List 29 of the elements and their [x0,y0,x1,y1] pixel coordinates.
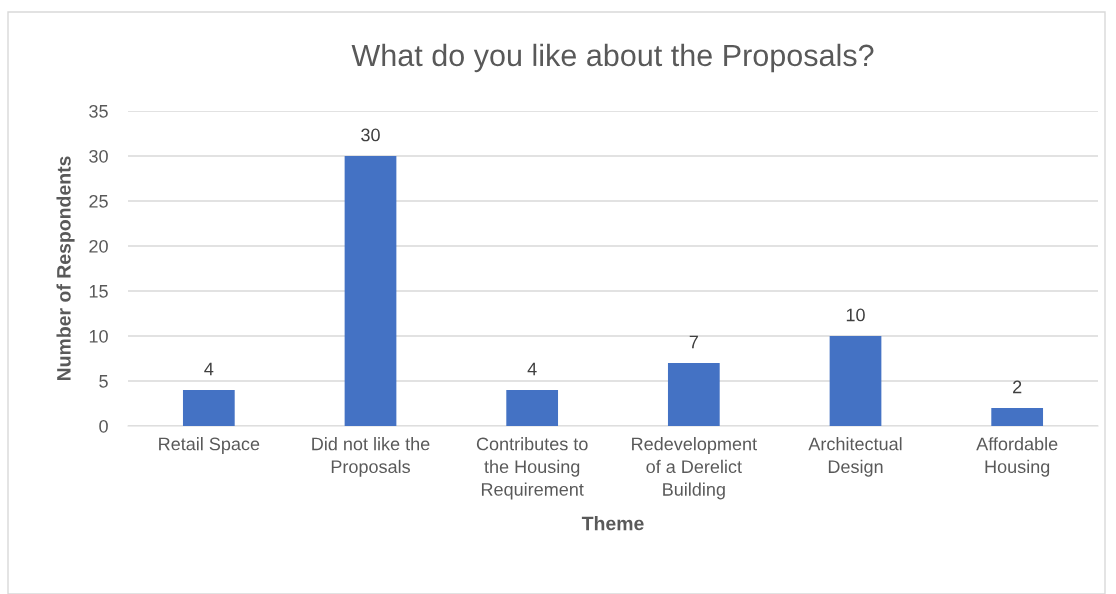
y-tick-label: 5 [99,375,108,388]
x-axis-title: Theme [581,516,644,531]
x-tick-label: Did not like the Proposals [312,437,430,477]
bar [829,336,882,426]
data-label: 4 [204,362,214,376]
data-label: 7 [689,335,698,349]
y-tick-label: 10 [89,329,108,343]
y-tick-label: 20 [89,239,108,253]
y-tick-label: 0 [99,419,108,433]
y-tick-label: 25 [89,194,108,208]
chart-title: What do you like about the Proposals? [351,43,874,73]
data-label: 2 [1013,380,1022,394]
x-tick-label: Retail Space [159,437,260,454]
bar [667,363,720,426]
bar [506,390,559,426]
y-tick-label: 30 [89,149,108,163]
x-tick-label: Contributes to the Housing Requirement [476,437,588,500]
y-tick-label: 35 [89,104,108,118]
bar [991,408,1044,426]
y-tick-label: 15 [89,285,108,298]
bar [182,390,235,426]
x-tick-label: Architectual Design [808,437,902,477]
data-label: 4 [527,362,537,376]
data-label: 30 [361,128,380,142]
bar [344,156,397,426]
x-tick-label: Affordable Housing [976,437,1058,477]
y-axis-title: Number of Respondents [56,156,75,381]
data-label: 10 [846,308,865,322]
x-tick-label: Redevelopment of a Derelict Building [632,437,757,500]
